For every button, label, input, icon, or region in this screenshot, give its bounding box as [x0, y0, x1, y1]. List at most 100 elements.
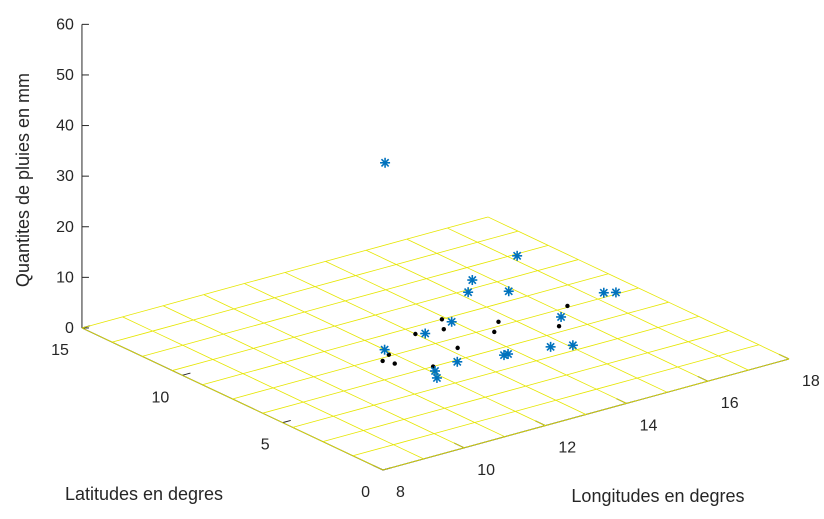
mesh-line	[447, 216, 489, 229]
mesh-line	[447, 227, 478, 243]
y-tick-label: 5	[261, 437, 270, 454]
mesh-line	[405, 328, 436, 344]
mesh-line	[435, 343, 466, 359]
mesh-line	[322, 430, 364, 442]
x-tick-label: 18	[802, 373, 820, 390]
mesh-line	[343, 379, 385, 392]
mesh-line	[303, 390, 344, 403]
mesh-line	[526, 295, 558, 311]
mesh-line	[232, 387, 274, 400]
mesh-line	[426, 278, 457, 294]
mesh-line	[677, 355, 719, 368]
mesh-line	[385, 278, 427, 291]
mesh-line	[352, 444, 394, 457]
mesh-line	[668, 301, 699, 317]
y-tick-mark	[282, 419, 291, 424]
mesh-line	[242, 373, 274, 389]
mesh-line	[436, 241, 478, 254]
mesh-line	[333, 415, 364, 431]
mesh-line	[284, 272, 316, 288]
x-tick-label: 8	[396, 484, 405, 501]
mesh-line	[527, 284, 568, 297]
mesh-line	[698, 316, 729, 331]
mesh-line	[495, 360, 537, 373]
mesh-line	[262, 401, 304, 414]
mesh-line	[414, 382, 456, 395]
mesh-line	[426, 267, 468, 280]
mesh-line	[304, 311, 335, 327]
mesh-line	[81, 316, 123, 329]
mesh-line	[627, 301, 669, 314]
mesh-line	[193, 319, 224, 335]
x-tick-label: 10	[477, 462, 495, 479]
mesh-line	[242, 362, 284, 375]
mesh-line	[606, 363, 638, 379]
mesh-line	[354, 365, 385, 381]
mesh-line	[433, 422, 475, 434]
mesh-line	[728, 330, 760, 346]
mesh-line	[423, 447, 465, 460]
mesh-line	[405, 317, 447, 330]
mesh-line	[233, 308, 265, 324]
mesh-line	[435, 331, 477, 344]
mesh-line	[546, 323, 588, 336]
mesh-line	[566, 374, 597, 390]
mesh-line	[352, 455, 384, 471]
mesh-line	[636, 377, 668, 393]
mesh-line	[394, 354, 426, 370]
mesh-line	[688, 341, 719, 357]
mesh-line	[324, 339, 365, 352]
mesh-line	[142, 344, 183, 357]
mesh-line	[396, 252, 437, 265]
mesh-line	[292, 427, 323, 442]
mesh-line	[597, 298, 629, 314]
z-axis-title: Quantites de pluies en mm	[13, 73, 33, 287]
mesh-line	[172, 370, 203, 386]
mesh-line	[345, 289, 386, 302]
mesh-line	[313, 376, 344, 392]
station-dot	[455, 345, 460, 351]
mesh-line	[283, 351, 325, 363]
mesh-line	[172, 359, 213, 371]
mesh-line	[515, 411, 546, 426]
observed-markers	[379, 157, 621, 383]
observed-marker	[431, 372, 442, 383]
mesh-line	[475, 332, 507, 347]
mesh-line	[657, 315, 699, 328]
mesh-line	[193, 308, 234, 321]
mesh-line	[477, 241, 508, 257]
station-dot	[380, 358, 385, 364]
mesh-line	[244, 283, 275, 299]
mesh-line	[182, 344, 214, 360]
mesh-line	[122, 305, 164, 318]
mesh-line	[557, 298, 598, 311]
mesh-line	[578, 259, 609, 275]
mesh-line	[516, 309, 558, 322]
station-dot	[565, 303, 570, 309]
mesh-line	[263, 311, 305, 324]
mesh-line	[454, 371, 496, 384]
mesh-line	[203, 283, 245, 296]
station-dot	[441, 327, 446, 332]
mesh-line	[464, 436, 505, 449]
mesh-line	[537, 259, 579, 272]
y-tick-label: 0	[361, 484, 370, 501]
observed-marker	[610, 287, 621, 298]
mesh-line	[325, 249, 367, 262]
z-tick-label: 60	[56, 16, 74, 33]
observed-marker	[430, 365, 441, 376]
station-dots	[380, 303, 570, 369]
mesh-line	[433, 433, 465, 449]
mesh-line	[707, 369, 749, 382]
mesh-line	[638, 287, 669, 303]
mesh-line	[718, 355, 749, 371]
mesh-line	[382, 458, 424, 471]
mesh-line	[647, 341, 689, 354]
observed-marker	[420, 328, 431, 339]
mesh-line	[537, 270, 568, 286]
mesh-line	[485, 396, 516, 412]
mesh-line	[364, 340, 396, 355]
observed-marker	[512, 250, 523, 261]
mesh-line	[718, 344, 760, 357]
